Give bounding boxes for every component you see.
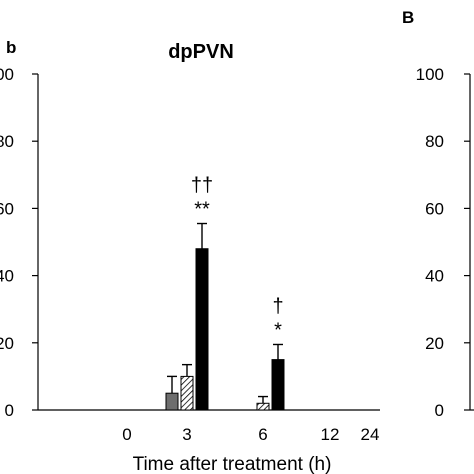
left-x-ticks: 0 3 6 12 24 — [122, 425, 379, 444]
left-y-tick-label: 60 — [0, 199, 14, 218]
bar — [195, 248, 209, 411]
left-y-tick-label: 20 — [0, 334, 14, 353]
x-axis-label: Time after treatment (h) — [133, 454, 332, 474]
right-y-ticks: 0 20 40 60 80 100 — [416, 65, 470, 420]
left-y-tick-label: 0 — [5, 401, 14, 420]
panel-label-right: B — [402, 8, 414, 27]
bar — [165, 392, 179, 411]
right-y-tick-label: 0 — [435, 401, 444, 420]
right-y-tick-label: 80 — [425, 132, 444, 151]
left-y-ticks: 0 20 40 60 80 100 — [0, 65, 38, 420]
bar — [180, 375, 194, 411]
x-tick-label: 3 — [182, 425, 191, 444]
panel-label-left: b — [6, 38, 16, 57]
chart-title: dpPVN — [168, 41, 234, 63]
bar — [256, 402, 270, 411]
left-annotations: **†† *† — [191, 175, 284, 342]
left-y-tick-label: 100 — [0, 65, 14, 84]
left-y-tick-label: 80 — [0, 132, 14, 151]
x-tick-label: 24 — [361, 425, 380, 444]
significance-mark: † — [272, 295, 283, 317]
bar — [271, 359, 285, 411]
significance-mark: ** — [194, 199, 210, 221]
left-y-tick-label: 40 — [0, 267, 14, 286]
x-tick-label: 6 — [258, 425, 267, 444]
significance-mark: †† — [191, 175, 213, 197]
right-y-tick-label: 20 — [425, 334, 444, 353]
right-y-tick-label: 100 — [416, 65, 444, 84]
left-bars — [165, 222, 285, 411]
x-tick-label: 0 — [122, 425, 131, 444]
right-y-tick-label: 40 — [425, 267, 444, 286]
right-y-tick-label: 60 — [425, 199, 444, 218]
significance-mark: * — [274, 319, 282, 341]
x-tick-label: 12 — [321, 425, 340, 444]
